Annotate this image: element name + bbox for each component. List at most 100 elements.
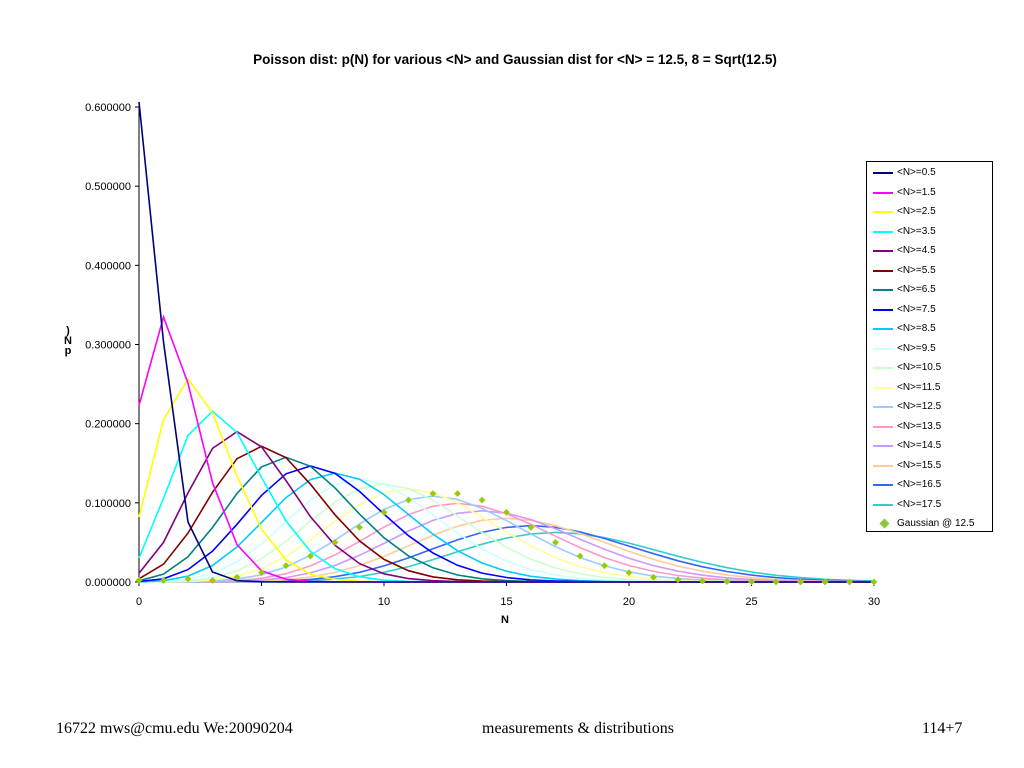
legend-item: <N>=9.5 [867, 343, 992, 359]
gaussian-point [747, 578, 756, 586]
legend-swatch [873, 464, 893, 467]
gaussian-point [796, 578, 805, 586]
gaussian-point [282, 562, 290, 570]
legend-item: <N>=12.5 [867, 401, 992, 417]
legend-label: Gaussian @ 12.5 [897, 518, 975, 529]
gaussian-point [159, 576, 168, 584]
legend-item: <N>=5.5 [867, 265, 992, 281]
gaussian-point [772, 578, 780, 586]
legend-label: <N>=7.5 [897, 303, 936, 315]
legend-marker [879, 518, 890, 529]
legend-swatch [873, 172, 893, 174]
legend-swatch [873, 503, 893, 506]
legend-label: <N>=11.5 [897, 381, 941, 393]
x-tick-label: 30 [868, 596, 880, 608]
legend-item: <N>=17.5 [867, 499, 992, 515]
legend-label: <N>=0.5 [897, 167, 936, 178]
gaussian-point [576, 552, 584, 560]
legend-swatch [873, 347, 893, 350]
gaussian-point [355, 523, 364, 531]
gaussian-point [404, 496, 413, 504]
legend-item: <N>=0.5 [867, 167, 992, 183]
legend-item: <N>=15.5 [867, 460, 992, 476]
legend-item: Gaussian @ 12.5 [867, 518, 992, 534]
series-line [138, 410, 874, 583]
gaussian-point [208, 576, 217, 584]
gaussian-point [625, 569, 633, 577]
gaussian-point [870, 578, 878, 586]
legend-item: <N>=7.5 [867, 304, 992, 320]
legend-item: <N>=16.5 [867, 479, 992, 495]
series-line [138, 478, 874, 583]
legend-label: <N>=6.5 [897, 284, 936, 295]
legend-label: <N>=16.5 [897, 479, 942, 490]
legend-label: <N>=14.5 [897, 440, 942, 451]
legend-label: <N>=17.5 [897, 498, 942, 510]
y-tick-label: 0.500000 [85, 181, 131, 193]
gaussian-point [478, 496, 486, 504]
legend-item: <N>=14.5 [867, 440, 992, 456]
series-line [138, 456, 874, 583]
gaussian-point [453, 490, 462, 498]
legend-swatch [873, 230, 893, 233]
gaussian-point [649, 573, 658, 581]
y-axis-label-char: ) [66, 325, 70, 337]
gaussian-point [306, 552, 315, 560]
legend-swatch [873, 250, 893, 252]
legend-swatch [873, 328, 893, 330]
x-tick-label: 25 [745, 596, 757, 608]
gaussian-point [502, 508, 511, 516]
legend-swatch [873, 289, 893, 291]
legend-swatch [873, 308, 893, 311]
legend-swatch [873, 425, 893, 428]
y-tick-label: 0.600000 [85, 102, 131, 114]
legend-label: <N>=8.5 [897, 323, 936, 334]
footer-left: 16722 mws@cmu.edu We:20090204 [56, 720, 293, 737]
y-tick-label: 0.100000 [85, 498, 131, 510]
legend-item: <N>=2.5 [867, 206, 992, 222]
legend-swatch [873, 367, 893, 369]
legend-item: <N>=4.5 [867, 245, 992, 261]
y-tick-label: 0.200000 [85, 419, 131, 431]
series-line [138, 314, 874, 583]
gaussian-point [331, 538, 339, 546]
legend-item: <N>=8.5 [867, 323, 992, 339]
gaussian-point [527, 523, 535, 531]
gaussian-point [429, 490, 437, 498]
x-axis-label: N [501, 614, 509, 626]
gaussian-point [845, 578, 854, 586]
x-tick-label: 0 [136, 596, 142, 608]
legend-label: <N>=5.5 [897, 264, 936, 276]
gaussian-point [674, 576, 682, 584]
gaussian-point [551, 538, 560, 546]
legend-label: <N>=9.5 [897, 342, 936, 354]
legend-swatch [873, 445, 893, 447]
legend-swatch [873, 484, 893, 486]
gaussian-point [257, 569, 266, 577]
x-tick-label: 5 [258, 596, 264, 608]
y-axis-label-char: N [64, 335, 72, 347]
legend-swatch [873, 191, 893, 194]
gaussian-point [380, 508, 388, 516]
x-tick-label: 15 [500, 596, 512, 608]
legend-label: <N>=2.5 [897, 206, 936, 217]
y-axis-label-char: p [64, 345, 72, 357]
legend-label: <N>=4.5 [897, 245, 936, 256]
y-tick-label: 0.000000 [85, 577, 131, 589]
y-tick-label: 0.300000 [85, 340, 131, 352]
legend-label: <N>=15.5 [897, 459, 942, 471]
legend-item: <N>=3.5 [867, 226, 992, 242]
legend-swatch [873, 269, 893, 272]
legend-swatch [873, 386, 893, 389]
legend-item: <N>=6.5 [867, 284, 992, 300]
legend-item: <N>=11.5 [867, 382, 992, 398]
legend: <N>=0.5 <N>=1.5 <N>=2.5 <N>=3.5 <N>=4.5 <N>=5… [866, 161, 993, 532]
legend-label: <N>=3.5 [897, 225, 936, 237]
gaussian-point [821, 578, 829, 586]
legend-swatch [873, 406, 893, 408]
gaussian-point [600, 562, 609, 570]
legend-label: <N>=13.5 [897, 420, 942, 432]
gaussian-point [233, 573, 241, 581]
